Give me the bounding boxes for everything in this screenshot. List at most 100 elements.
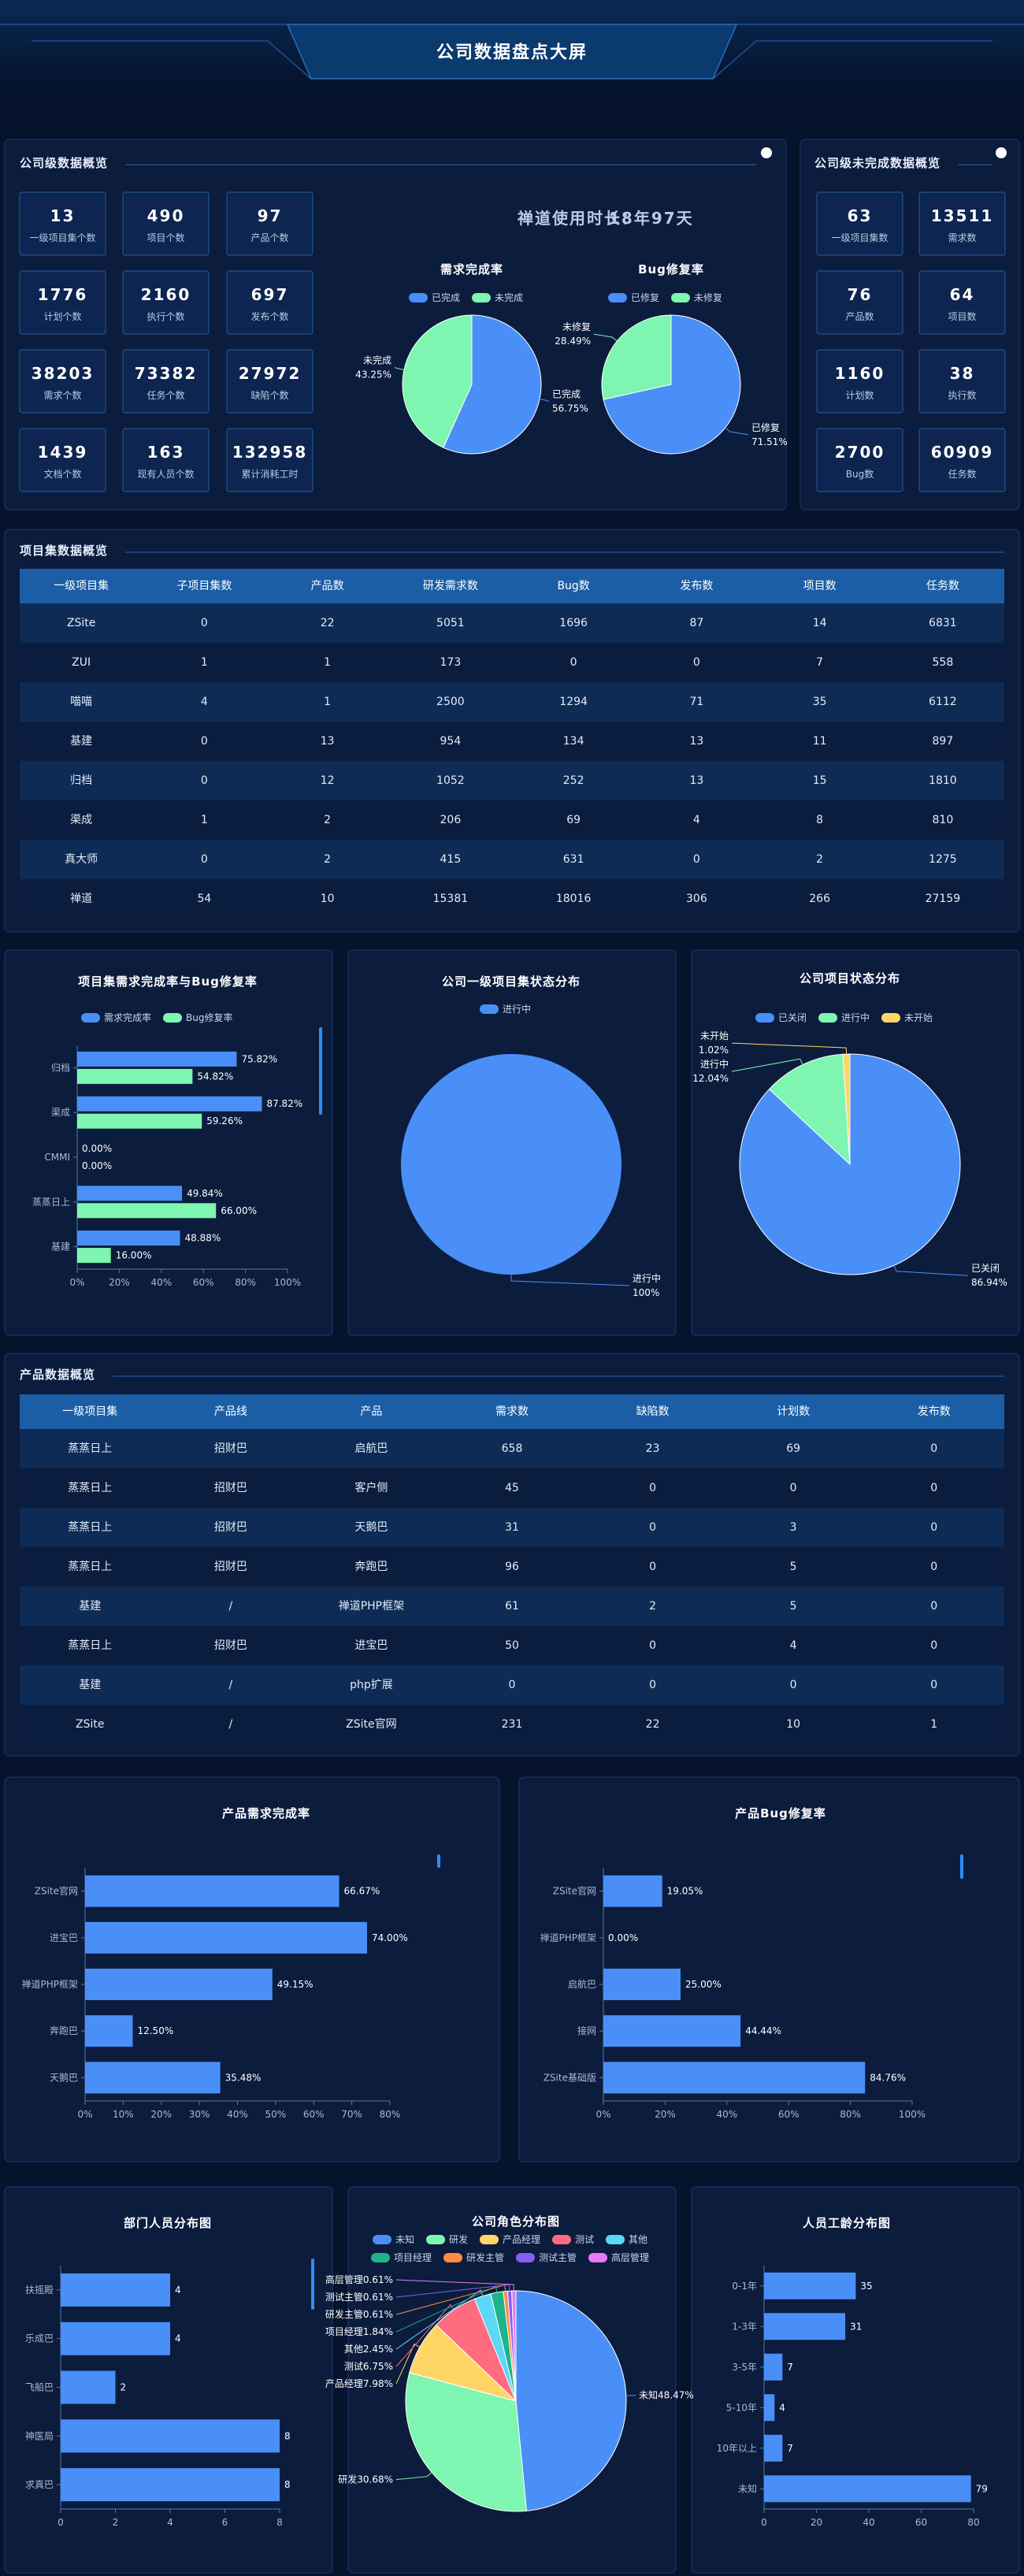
table-cell: 306 — [686, 893, 707, 905]
table-cell: 1052 — [436, 774, 465, 787]
y-tick-label: 接网 — [577, 2025, 596, 2036]
value-label: 12.50% — [137, 2025, 173, 2036]
value-label: 19.05% — [667, 1886, 703, 1897]
slice-label: 研发主管0.61% — [325, 2308, 393, 2320]
table-cell: 266 — [809, 893, 830, 905]
bar — [603, 2062, 866, 2094]
table-row — [20, 800, 1004, 840]
slice-name: 项目经理 — [325, 2326, 363, 2337]
table-cell: 0 — [930, 1639, 937, 1652]
table-cell: 0 — [649, 1561, 656, 1573]
table-cell: 1275 — [929, 853, 957, 866]
table-cell: 启航巴 — [354, 1442, 388, 1455]
stat-value: 1776 — [38, 285, 88, 304]
legend-swatch — [881, 1013, 900, 1023]
value-label: 87.82% — [266, 1098, 302, 1109]
bar — [77, 1113, 202, 1129]
stat-label: 需求个数 — [43, 389, 81, 401]
table-cell: 4 — [790, 1639, 797, 1652]
stat-label: Bug数 — [846, 468, 874, 480]
stat-value: 2160 — [141, 285, 191, 304]
slice-value: 1.84% — [363, 2326, 393, 2337]
table-cell: 2500 — [436, 696, 465, 708]
header-plate — [286, 24, 738, 80]
stat-card — [122, 270, 210, 335]
slice-name: 测试 — [344, 2360, 363, 2372]
stat-label: 项目数 — [948, 310, 976, 322]
slice-label: 未知48.47% — [639, 2390, 694, 2401]
x-tick-label: 20% — [655, 2109, 676, 2120]
column-header: 一级项目集 — [54, 579, 109, 592]
slice-label: 已关闭 86.94% — [971, 1263, 1007, 1288]
slice-value: 12.04% — [692, 1073, 729, 1084]
legend-swatch — [472, 293, 491, 303]
header-line — [32, 40, 312, 80]
table-cell: 69 — [786, 1442, 800, 1455]
legend-label: 未知 — [395, 2234, 414, 2245]
bar — [77, 1203, 217, 1219]
slice-value: 28.49% — [555, 336, 591, 347]
bar — [764, 2475, 971, 2503]
table-cell: 招财巴 — [214, 1561, 247, 1573]
slice-name: 未修复 — [562, 321, 591, 332]
table-cell: 蒸蒸日上 — [68, 1639, 112, 1652]
slice-name: 研发主管 — [325, 2308, 363, 2320]
table-cell: 23 — [646, 1442, 660, 1455]
legend-label: 已完成 — [432, 291, 460, 303]
stat-card — [816, 270, 903, 335]
table-cell: 2 — [649, 1600, 656, 1613]
y-tick-label: 禅道PHP框架 — [540, 1932, 597, 1943]
y-tick-label: 进宝巴 — [50, 1932, 78, 1943]
legend-label: 测试主管 — [539, 2251, 577, 2263]
column-header: 一级项目集 — [62, 1405, 117, 1418]
column-header: 产品线 — [214, 1405, 247, 1418]
table-cell: 0 — [693, 656, 700, 669]
pie-slice — [768, 1053, 851, 1166]
table-cell: 天鹅巴 — [354, 1520, 388, 1534]
table-cell: 12 — [321, 774, 335, 787]
table-cell: 27159 — [926, 893, 961, 905]
table-header — [20, 1394, 1004, 1429]
stat-label: 任务个数 — [147, 389, 184, 401]
leader-line — [395, 2343, 421, 2385]
y-tick-label: 5-10年 — [726, 2402, 757, 2413]
value-label: 66.67% — [344, 1886, 380, 1897]
leader-line — [394, 367, 405, 370]
chart-title: 项目集需求完成率与Bug修复率 — [78, 974, 258, 989]
table-cell: 631 — [563, 853, 584, 866]
table-cell: 22 — [646, 1718, 660, 1731]
legend-swatch — [480, 1004, 499, 1014]
bar — [85, 1875, 339, 1907]
help-icon[interactable] — [761, 147, 772, 158]
table-cell: 0 — [790, 1679, 797, 1691]
stat-value: 76 — [848, 285, 873, 304]
table-cell: 61 — [505, 1600, 519, 1613]
table-cell: 0 — [790, 1482, 797, 1494]
slice-label: 其他2.45% — [344, 2344, 393, 2355]
legend-swatch — [371, 2253, 390, 2262]
column-header: 产品数 — [311, 580, 344, 592]
slice-name: 未开始 — [700, 1030, 729, 1041]
column-header: 任务数 — [926, 580, 959, 592]
help-icon[interactable] — [996, 147, 1007, 158]
legend-label: 测试 — [575, 2233, 594, 2245]
leader-line — [395, 2289, 484, 2350]
table-cell: 5 — [790, 1600, 797, 1613]
value-label: 54.82% — [197, 1071, 233, 1082]
slice-name: 产品经理 — [325, 2378, 363, 2389]
slice-label: 测试主管0.61% — [325, 2291, 393, 2303]
panel-title: 项目集数据概览 — [20, 544, 108, 558]
table-cell: 0 — [930, 1561, 937, 1573]
column-header: 研发需求数 — [423, 580, 478, 592]
stat-card — [226, 428, 314, 492]
scroll-indicator — [437, 1854, 440, 1868]
column-header: 发布数 — [680, 580, 713, 592]
value-label: 84.76% — [870, 2072, 906, 2083]
slice-label: 进行中 12.04% — [692, 1058, 729, 1084]
value-label: 49.15% — [277, 1979, 314, 1990]
legend-label: 未开始 — [904, 1012, 933, 1023]
stat-value: 60909 — [931, 443, 994, 462]
bar — [85, 1969, 273, 2000]
x-tick-label: 8 — [276, 2517, 283, 2528]
table-cell: 96 — [505, 1561, 519, 1573]
